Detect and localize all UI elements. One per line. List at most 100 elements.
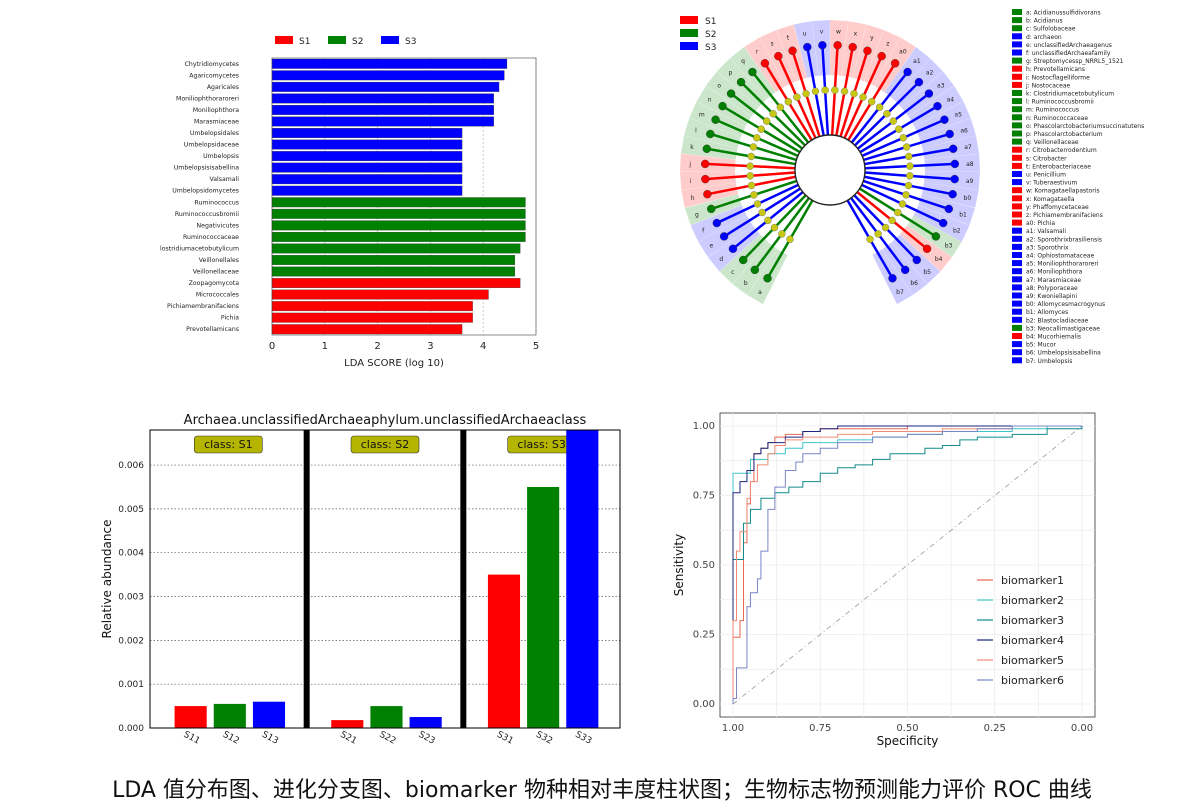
clade-node xyxy=(746,172,754,180)
bar xyxy=(271,197,526,208)
clade-node xyxy=(746,162,754,170)
roc-curve xyxy=(732,425,1082,704)
category-label: Micrococcales xyxy=(196,292,239,299)
legend-label: S1 xyxy=(705,17,716,27)
key-swatch xyxy=(1012,227,1022,234)
key-label: a3: Sporothrix xyxy=(1026,244,1069,251)
x-axis-title: Specificity xyxy=(877,734,939,748)
legend-swatch xyxy=(275,36,293,44)
clade-node xyxy=(762,117,771,125)
category-label: Valsamali xyxy=(209,176,239,183)
clade-node xyxy=(931,232,941,241)
bar xyxy=(271,93,494,104)
clade-node xyxy=(821,86,829,94)
clade-label: a0 xyxy=(899,48,907,55)
bar xyxy=(487,574,521,728)
clade-node xyxy=(703,189,712,199)
chart-title: Archaea.unclassifiedArchaeaphylum.unclas… xyxy=(184,413,587,428)
key-swatch xyxy=(1012,162,1022,169)
x-tick-label: S11 xyxy=(182,730,202,747)
legend-label: biomarker1 xyxy=(1001,574,1064,587)
key-swatch xyxy=(1012,25,1022,32)
clade-label: s xyxy=(771,41,774,48)
key-swatch xyxy=(1012,179,1022,186)
clade-node xyxy=(793,93,801,101)
key-label: g: Streptomycessp_NRRL5_1521 xyxy=(1026,58,1124,65)
key-swatch xyxy=(1012,73,1022,80)
clade-label: w xyxy=(836,28,841,35)
key-swatch xyxy=(1012,292,1022,299)
legend-label: S2 xyxy=(352,37,363,47)
clade-label: b5 xyxy=(923,269,931,276)
legend-swatch xyxy=(680,16,698,24)
clade-node xyxy=(726,89,736,98)
roc-curve xyxy=(732,425,1082,704)
y-tick-label: 0.006 xyxy=(118,461,144,471)
clade-label: b0 xyxy=(964,195,972,202)
clade-node xyxy=(764,216,772,225)
clade-label: a2 xyxy=(926,70,934,77)
clade-node xyxy=(701,174,710,184)
bar xyxy=(271,220,526,231)
x-tick-label: 1.00 xyxy=(722,723,744,734)
category-label: Umbelopsidomycetes xyxy=(172,188,239,195)
bar xyxy=(271,174,463,185)
clade-label: g xyxy=(695,212,699,219)
bar xyxy=(271,70,505,81)
clade-node xyxy=(700,159,710,169)
category-label: Clostridiumacetobutylicum xyxy=(160,245,239,252)
clade-node xyxy=(758,208,766,217)
key-swatch xyxy=(1012,138,1022,145)
key-swatch xyxy=(1012,349,1022,356)
key-label: n: Ruminococcaceae xyxy=(1026,115,1088,122)
legend-label: S2 xyxy=(705,30,716,40)
key-label: b6: Umbelopsisisabellina xyxy=(1026,350,1101,357)
clade-label: b1 xyxy=(959,212,967,219)
clade-node xyxy=(877,51,886,61)
lda-chart: S1 S2 S3 0 1 2 3 4 5 Chytridiomycetes Agaricomycet… xyxy=(160,36,539,369)
bar xyxy=(271,208,526,219)
category-label: Umbelopsidales xyxy=(190,130,239,137)
y-tick-label: 0.25 xyxy=(693,630,715,641)
clade-node xyxy=(859,93,867,101)
key-swatch xyxy=(1012,333,1022,339)
key-label: a4: Ophiostomataceae xyxy=(1026,253,1094,260)
clade-node xyxy=(867,98,876,106)
clade-label: f xyxy=(702,227,705,234)
clade-node xyxy=(753,134,761,142)
plot-frame xyxy=(149,429,621,729)
category-label: Moniliophthora xyxy=(193,107,240,114)
x-tick-label: 0.00 xyxy=(1071,723,1093,734)
category-label: Ruminococcaceae xyxy=(183,234,239,241)
clade-node xyxy=(707,204,716,214)
key-swatch xyxy=(1012,154,1022,161)
y-tick-label: 0.003 xyxy=(118,593,144,603)
y-tick-label: 0.004 xyxy=(118,549,144,559)
key-label: a6: Moniliophthora xyxy=(1026,269,1083,276)
legend-label: S1 xyxy=(299,37,310,47)
clade-node xyxy=(831,86,839,94)
key-swatch xyxy=(1012,219,1022,226)
clade-node xyxy=(802,89,810,98)
key-label: z: Pichiamembranifaciens xyxy=(1026,212,1103,219)
clade-node xyxy=(948,144,958,153)
x-tick-label: S13 xyxy=(260,730,280,747)
clade-node xyxy=(711,115,720,124)
clade-node xyxy=(786,235,794,243)
y-axis-title: Relative abundance xyxy=(100,520,114,639)
clade-label: v xyxy=(820,28,824,35)
clade-label: m xyxy=(699,112,705,119)
key-swatch xyxy=(1012,308,1022,315)
key-label: v: Tuberaestivum xyxy=(1026,180,1078,187)
bar xyxy=(271,58,508,69)
y-tick-label: 0.000 xyxy=(118,724,144,734)
category-label: Ruminococcusbromii xyxy=(175,211,239,218)
key-swatch xyxy=(1012,211,1022,218)
key-swatch xyxy=(1012,49,1022,56)
x-tick-label: 5 xyxy=(533,341,539,352)
key-label: p: Phascolarctobacterium xyxy=(1026,131,1103,138)
class-badge xyxy=(194,435,263,454)
roc-curve xyxy=(732,426,1083,704)
clade-node xyxy=(769,110,777,118)
clade-label: a1 xyxy=(913,58,921,65)
